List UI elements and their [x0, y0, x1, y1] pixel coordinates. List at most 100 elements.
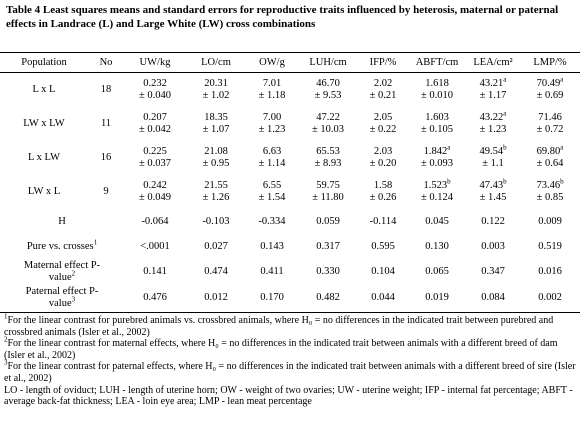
mean: 6.63	[262, 146, 282, 157]
mean-se-cell: 0.242 ± 0.049	[124, 175, 186, 209]
stat-value: 0.347	[481, 265, 505, 277]
mean: 1.523	[423, 180, 448, 191]
mean-se-cell: 1.842a ± 0.093	[408, 141, 466, 175]
caption-text: Least squares means and standard errors …	[6, 4, 559, 30]
mean-se-cell: 7.01 ± 1.18	[246, 73, 298, 108]
footnote: 2For the linear contrast for maternal ef…	[4, 336, 576, 361]
stat-value: 0.027	[204, 240, 228, 252]
footnote-text: LO - length of oviduct; LUH - length of …	[4, 384, 573, 408]
standard-error: ± 1.45	[479, 192, 507, 203]
mean-se-cell: 2.03 ± 0.20	[358, 141, 408, 175]
stat-value: 0.519	[538, 240, 562, 252]
standard-error: ± 0.20	[369, 158, 397, 169]
header-row: Population No UW/kg LO/cm OW/g LUH/cm IFP/% ABF…	[0, 52, 580, 73]
mean: 73.46	[536, 180, 561, 191]
mean-se-cell: 49.54b ± 1.1	[466, 141, 520, 175]
header-cell: LMP/%	[520, 52, 580, 73]
standard-error: ± 1.54	[258, 192, 286, 203]
mean-se-cell: 43.22a ± 1.23	[466, 107, 520, 141]
stat-value: 0.482	[298, 284, 358, 313]
population-row: L x LW 16 0.225 ± 0.037 21.08 ± 0.95 6.63 ± 1.1…	[0, 141, 580, 175]
mean-se-cell: 65.53 ± 8.93	[298, 141, 358, 175]
header-cell: LO/cm	[186, 52, 246, 73]
stat-value: 0.003	[481, 240, 505, 252]
mean: 43.22	[479, 112, 504, 123]
stat-value: 0.019	[408, 284, 466, 313]
mean-se-cell: 69.80a ± 0.64	[520, 141, 580, 175]
standard-error: ± 1.23	[258, 124, 286, 135]
stat-value: 0.065	[425, 265, 449, 277]
significance-letter: a	[447, 143, 451, 152]
standard-error: ± 1.17	[479, 90, 507, 101]
mean: 2.03	[373, 146, 393, 157]
mean-se-cell: 18.35 ± 1.07	[186, 107, 246, 141]
mean-se-cell: 43.21a ± 1.17	[466, 73, 520, 108]
standard-error: ± 0.64	[536, 158, 564, 169]
mean: 71.46	[538, 112, 562, 123]
stat-value: 0.476	[124, 284, 186, 313]
significance-letter: a	[503, 75, 507, 84]
mean: 6.55	[262, 180, 282, 191]
significance-letter: b	[503, 143, 507, 152]
mean-se-cell: 2.02 ± 0.21	[358, 73, 408, 108]
mean: 0.207	[143, 112, 167, 123]
mean: 21.55	[204, 180, 228, 191]
standard-error: ± 0.049	[138, 192, 171, 203]
standard-error: ± 0.22	[369, 124, 397, 135]
population-row: LW x LW 11 0.207 ± 0.042 18.35 ± 1.07 7.00 ± 1.…	[0, 107, 580, 141]
footnote-text: For the linear contrast for maternal eff…	[4, 338, 558, 361]
standard-error: ± 0.124	[420, 192, 453, 203]
header-cell: LUH/cm	[298, 52, 358, 73]
count: 18	[100, 84, 112, 95]
standard-error: ± 0.105	[420, 124, 453, 135]
standard-error: ± 1.14	[258, 158, 286, 169]
stat-label-cell: H	[0, 209, 124, 234]
standard-error: ± 1.02	[202, 90, 230, 101]
significance-letter: a	[503, 109, 507, 118]
significance-letter: a	[560, 143, 564, 152]
stat-value: -0.334	[258, 215, 286, 227]
population: L x L	[32, 84, 56, 95]
standard-error: ± 1.18	[258, 90, 286, 101]
stat-label: Pure vs. crosses	[26, 240, 94, 252]
mean: 21.08	[204, 146, 228, 157]
significance-letter: b	[447, 177, 451, 186]
population: L x LW	[27, 152, 61, 163]
mean: 7.00	[262, 112, 282, 123]
note-mark: 1	[93, 238, 98, 246]
standard-error: ± 0.21	[369, 90, 397, 101]
mean-se-cell: 0.207 ± 0.042	[124, 107, 186, 141]
stat-label-cell: Pure vs. crosses1	[0, 234, 124, 259]
stat-value: 0.411	[260, 265, 284, 277]
stat-value: 0.170	[246, 284, 298, 313]
footnotes: 1For the linear contrast for purebred an…	[0, 313, 580, 408]
header-cell: IFP/%	[358, 52, 408, 73]
count: 11	[100, 118, 112, 129]
stat-value: 0.330	[316, 265, 340, 277]
population: LW x LW	[23, 118, 65, 129]
stat-value: -0.114	[369, 215, 397, 227]
mean: 69.80	[536, 146, 561, 157]
note-mark: 3	[71, 295, 76, 304]
stat-value: 0.044	[358, 284, 408, 313]
standard-error: ± 8.93	[314, 158, 342, 169]
standard-error: ± 11.80	[312, 192, 344, 203]
standard-error: ± 1.07	[202, 124, 230, 135]
mean-se-cell: 0.232 ± 0.040	[124, 73, 186, 108]
footnote-text: For the linear contrast for paternal eff…	[4, 361, 576, 384]
significance-letter: a	[560, 75, 564, 84]
stat-value: 0.084	[466, 284, 520, 313]
header-cell: ABFT/cm	[408, 52, 466, 73]
significance-letter: b	[503, 177, 507, 186]
stat-value: 0.122	[481, 215, 505, 227]
stat-row: Maternal effect P-value2 0.141 0.474 0.411 0…	[0, 259, 580, 284]
stat-value: 0.009	[538, 215, 562, 227]
stat-row: Pure vs. crosses1 <.0001 0.027 0.143 0.317 0.…	[0, 234, 580, 259]
stat-value: -0.103	[202, 215, 230, 227]
mean: 59.75	[316, 180, 340, 191]
mean: 65.53	[316, 146, 340, 157]
standard-error: ± 1.1	[482, 158, 504, 169]
mean: 49.54	[479, 146, 504, 157]
header-cell: No	[88, 52, 124, 73]
table: Population No UW/kg LO/cm OW/g LUH/cm IFP/% ABF…	[0, 52, 580, 313]
